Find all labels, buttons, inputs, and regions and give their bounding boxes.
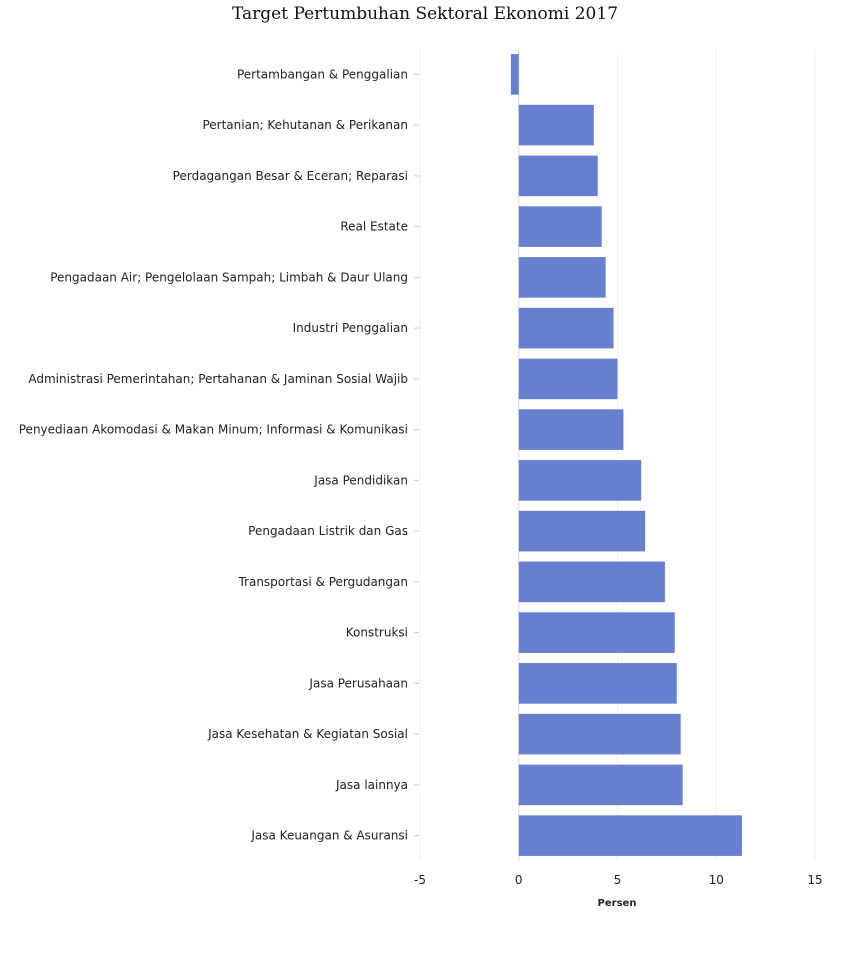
chart-title: Target Pertumbuhan Sektoral Ekonomi 2017 — [231, 4, 619, 24]
bar[interactable] — [518, 257, 606, 298]
bar[interactable] — [518, 104, 594, 146]
bar[interactable] — [518, 460, 642, 501]
category-label: Jasa Keuangan & Asuransi — [250, 829, 408, 843]
category-label: Perdagangan Besar & Eceran; Reparasi — [173, 169, 408, 183]
bar[interactable] — [510, 54, 519, 95]
x-axis-ticks: -5 0 5 10 15 — [414, 873, 823, 887]
bar[interactable] — [518, 561, 665, 603]
category-label: Pengadaan Air; Pengelolaan Sampah; Limba… — [50, 270, 408, 284]
category-label: Pertanian; Kehutanan & Perikanan — [202, 118, 408, 132]
bar[interactable] — [518, 307, 614, 349]
bar[interactable] — [518, 815, 742, 856]
x-tick-label: -5 — [414, 873, 426, 887]
category-label: Penyediaan Akomodasi & Makan Minum; Info… — [19, 423, 408, 437]
category-label: Pengadaan Listrik dan Gas — [248, 524, 408, 538]
category-label: Jasa Kesehatan & Kegiatan Sosial — [207, 727, 408, 741]
bar[interactable] — [518, 713, 681, 755]
category-label: Jasa Perusahaan — [308, 676, 408, 690]
bar[interactable] — [518, 409, 624, 450]
x-tick-label: 5 — [614, 873, 622, 887]
x-tick-label: 15 — [807, 873, 822, 887]
x-tick-label: 10 — [709, 873, 724, 887]
bars — [510, 54, 742, 856]
bar[interactable] — [518, 663, 677, 704]
bar[interactable] — [518, 206, 602, 247]
bar[interactable] — [518, 764, 683, 806]
category-label: Transportasi & Pergudangan — [237, 575, 408, 589]
bar[interactable] — [518, 510, 646, 552]
category-label: Konstruksi — [346, 626, 408, 640]
x-tick-label: 0 — [515, 873, 523, 887]
bar[interactable] — [518, 155, 598, 197]
bar[interactable] — [518, 612, 675, 653]
category-label: Administrasi Pemerintahan; Pertahanan & … — [28, 372, 408, 386]
category-label: Pertambangan & Penggalian — [237, 67, 408, 81]
category-label: Industri Penggalian — [293, 321, 408, 335]
bar[interactable] — [518, 358, 618, 400]
category-label: Jasa Pendidikan — [313, 473, 408, 487]
category-labels: Pertambangan & Penggalian Pertanian; Kehu… — [19, 67, 419, 843]
category-label: Real Estate — [340, 220, 408, 234]
category-label: Jasa lainnya — [335, 778, 408, 792]
x-axis-title: Persen — [598, 898, 637, 909]
